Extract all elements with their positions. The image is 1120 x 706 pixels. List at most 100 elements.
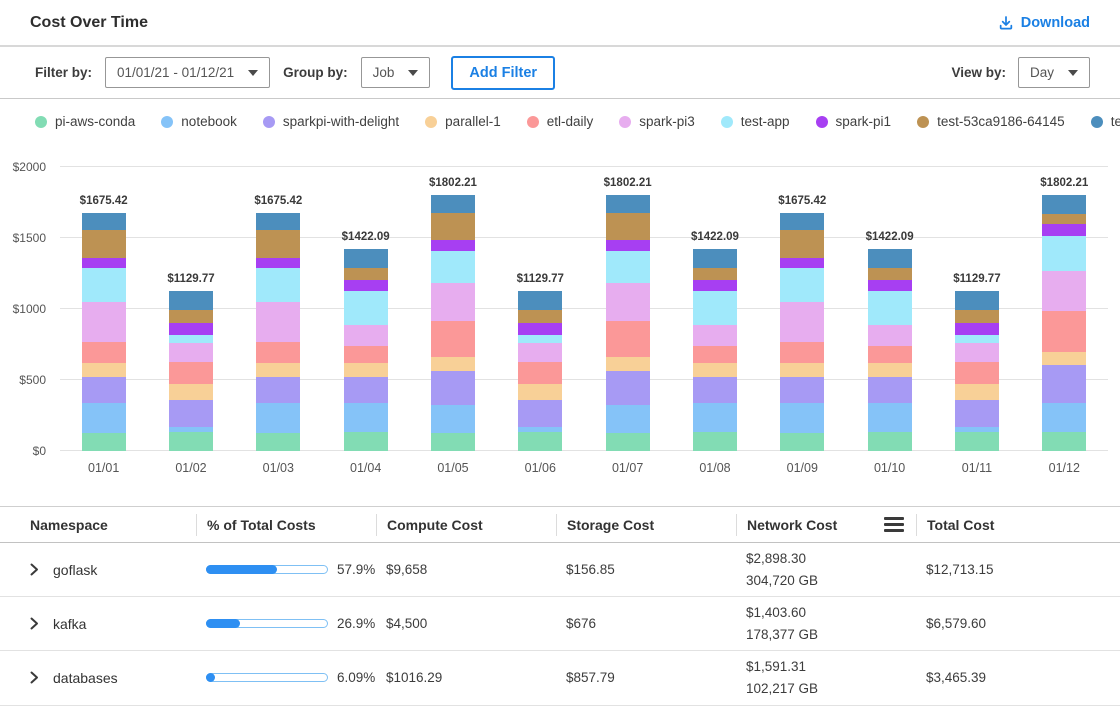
- bar-segment-spark-pi1[interactable]: [256, 258, 301, 269]
- stacked-bar-01/08[interactable]: [692, 249, 737, 451]
- bar-segment-notebook[interactable]: [343, 402, 388, 432]
- bar-segment-notebook[interactable]: [867, 402, 912, 432]
- bar-segment-spark-pi1[interactable]: [168, 322, 213, 336]
- download-button[interactable]: Download: [998, 15, 1090, 31]
- bar-segment-test-53ca9186-64145[interactable]: [954, 309, 999, 323]
- bar-segment-test-pkix[interactable]: [1042, 195, 1087, 215]
- bar-segment-spark-pi1[interactable]: [1042, 224, 1087, 236]
- bar-segment-notebook[interactable]: [692, 402, 737, 432]
- bar-segment-test-53ca9186-64145[interactable]: [168, 309, 213, 323]
- bar-segment-spark-pi3[interactable]: [692, 325, 737, 346]
- bar-segment-test-app[interactable]: [256, 268, 301, 302]
- bar-segment-test-pkix[interactable]: [81, 213, 126, 230]
- bar-segment-notebook[interactable]: [81, 403, 126, 433]
- chevron-right-icon[interactable]: [30, 671, 39, 684]
- bar-segment-test-app[interactable]: [168, 335, 213, 344]
- stacked-bar-01/02[interactable]: [168, 290, 213, 451]
- bar-segment-test-pkix[interactable]: [343, 249, 388, 269]
- bar-segment-etl-daily[interactable]: [81, 342, 126, 363]
- table-row-goflask[interactable]: goflask 57.9% $9,658 $156.85 $2,898.30 304,72…: [0, 543, 1120, 598]
- bar-segment-sparkpi-with-delight[interactable]: [692, 376, 737, 403]
- bar-segment-pi-aws-conda[interactable]: [954, 432, 999, 451]
- legend-item-notebook[interactable]: notebook: [161, 114, 237, 129]
- bar-segment-pi-aws-conda[interactable]: [168, 432, 213, 451]
- bar-segment-test-app[interactable]: [343, 290, 388, 326]
- bar-segment-spark-pi1[interactable]: [867, 280, 912, 291]
- bar-segment-spark-pi3[interactable]: [780, 301, 825, 343]
- table-row-kafka[interactable]: kafka 26.9% $4,500 $676 $1,403.60 178,377 GB $…: [0, 597, 1120, 652]
- bar-segment-parallel-1[interactable]: [1042, 351, 1087, 366]
- bar-segment-parallel-1[interactable]: [430, 357, 475, 371]
- bar-segment-parallel-1[interactable]: [605, 357, 650, 371]
- bar-segment-pi-aws-conda[interactable]: [256, 432, 301, 451]
- bar-segment-spark-pi1[interactable]: [692, 280, 737, 291]
- stacked-bar-01/06[interactable]: [518, 290, 563, 451]
- stacked-bar-01/04[interactable]: [343, 249, 388, 451]
- bar-segment-pi-aws-conda[interactable]: [1042, 432, 1087, 451]
- bar-segment-spark-pi3[interactable]: [430, 283, 475, 321]
- bar-segment-notebook[interactable]: [430, 404, 475, 433]
- bar-segment-spark-pi3[interactable]: [954, 343, 999, 363]
- bar-segment-etl-daily[interactable]: [692, 345, 737, 364]
- bar-segment-parallel-1[interactable]: [168, 383, 213, 400]
- bar-segment-pi-aws-conda[interactable]: [81, 432, 126, 451]
- legend-item-test-53ca9186-64145[interactable]: test-53ca9186-64145: [917, 114, 1065, 129]
- bar-segment-test-app[interactable]: [692, 290, 737, 326]
- bar-segment-parallel-1[interactable]: [954, 383, 999, 400]
- bar-segment-sparkpi-with-delight[interactable]: [954, 399, 999, 427]
- chevron-right-icon[interactable]: [30, 563, 39, 576]
- bar-segment-spark-pi1[interactable]: [605, 239, 650, 252]
- bar-segment-spark-pi1[interactable]: [954, 322, 999, 336]
- bar-segment-test-53ca9186-64145[interactable]: [867, 268, 912, 281]
- legend-item-test-pkix[interactable]: test-pkix: [1090, 114, 1120, 129]
- bar-segment-test-pkix[interactable]: [867, 249, 912, 269]
- bar-segment-parallel-1[interactable]: [780, 362, 825, 378]
- legend-item-sparkpi-with-delight[interactable]: sparkpi-with-delight: [262, 114, 399, 129]
- bar-segment-test-pkix[interactable]: [168, 290, 213, 310]
- legend-item-etl-daily[interactable]: etl-daily: [526, 114, 593, 129]
- bar-segment-test-app[interactable]: [605, 251, 650, 284]
- bar-segment-sparkpi-with-delight[interactable]: [780, 377, 825, 404]
- bar-segment-spark-pi1[interactable]: [518, 322, 563, 336]
- bar-segment-etl-daily[interactable]: [256, 342, 301, 363]
- bar-segment-notebook[interactable]: [1042, 402, 1087, 433]
- bar-segment-spark-pi1[interactable]: [780, 258, 825, 269]
- bar-segment-sparkpi-with-delight[interactable]: [518, 399, 563, 427]
- stacked-bar-01/01[interactable]: [81, 213, 126, 451]
- bar-segment-spark-pi3[interactable]: [1042, 270, 1087, 312]
- bar-segment-etl-daily[interactable]: [605, 320, 650, 358]
- bar-segment-etl-daily[interactable]: [867, 345, 912, 364]
- stacked-bar-01/11[interactable]: [954, 290, 999, 451]
- bar-segment-parallel-1[interactable]: [256, 362, 301, 378]
- bar-segment-test-53ca9186-64145[interactable]: [81, 229, 126, 259]
- bar-segment-spark-pi3[interactable]: [343, 325, 388, 346]
- bar-segment-test-app[interactable]: [81, 268, 126, 302]
- bar-segment-sparkpi-with-delight[interactable]: [81, 377, 126, 404]
- bar-segment-test-53ca9186-64145[interactable]: [692, 268, 737, 281]
- bar-segment-test-pkix[interactable]: [692, 249, 737, 269]
- bar-segment-parallel-1[interactable]: [692, 363, 737, 377]
- bar-segment-pi-aws-conda[interactable]: [518, 432, 563, 451]
- bar-segment-spark-pi1[interactable]: [343, 280, 388, 291]
- bar-segment-spark-pi3[interactable]: [605, 283, 650, 321]
- bar-segment-etl-daily[interactable]: [1042, 311, 1087, 352]
- bar-segment-test-53ca9186-64145[interactable]: [343, 268, 388, 281]
- bar-segment-sparkpi-with-delight[interactable]: [343, 376, 388, 403]
- bar-segment-parallel-1[interactable]: [81, 362, 126, 378]
- bar-segment-spark-pi1[interactable]: [430, 239, 475, 252]
- bar-segment-parallel-1[interactable]: [518, 383, 563, 400]
- stacked-bar-01/10[interactable]: [867, 249, 912, 451]
- bar-segment-etl-daily[interactable]: [168, 362, 213, 384]
- bar-segment-sparkpi-with-delight[interactable]: [430, 370, 475, 405]
- bar-segment-sparkpi-with-delight[interactable]: [605, 370, 650, 405]
- bar-segment-test-53ca9186-64145[interactable]: [1042, 214, 1087, 225]
- stacked-bar-01/05[interactable]: [430, 195, 475, 451]
- stacked-bar-01/12[interactable]: [1042, 195, 1087, 451]
- bar-segment-test-53ca9186-64145[interactable]: [518, 309, 563, 323]
- bar-segment-test-pkix[interactable]: [780, 213, 825, 230]
- bar-segment-test-app[interactable]: [518, 335, 563, 344]
- bar-segment-notebook[interactable]: [256, 403, 301, 433]
- bar-segment-sparkpi-with-delight[interactable]: [256, 377, 301, 404]
- bar-segment-etl-daily[interactable]: [780, 342, 825, 363]
- bar-segment-test-app[interactable]: [867, 290, 912, 326]
